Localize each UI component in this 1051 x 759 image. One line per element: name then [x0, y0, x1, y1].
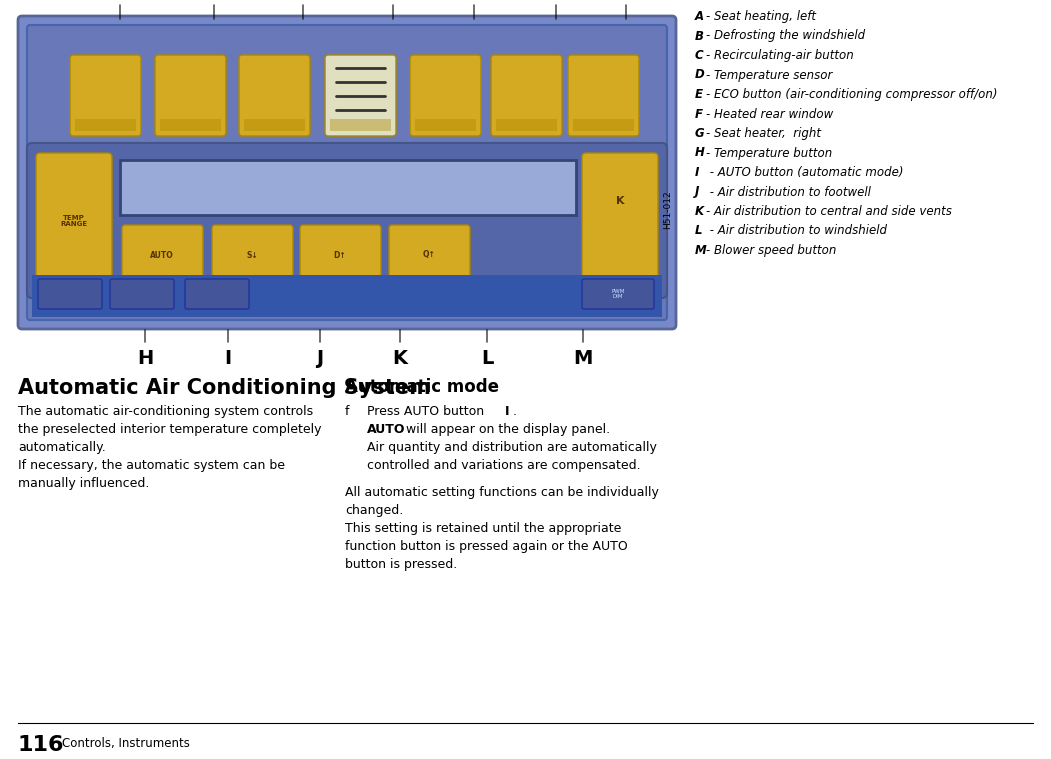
Text: B: B [695, 30, 704, 43]
Text: Q↑: Q↑ [423, 250, 435, 260]
Text: - Air distribution to central and side vents: - Air distribution to central and side v… [706, 205, 952, 218]
Text: I: I [225, 349, 231, 368]
Text: I: I [695, 166, 699, 179]
Text: Air quantity and distribution are automatically: Air quantity and distribution are automa… [367, 441, 657, 454]
Text: 116: 116 [18, 735, 64, 755]
Text: - Blower speed button: - Blower speed button [706, 244, 837, 257]
Text: changed.: changed. [345, 504, 404, 517]
FancyBboxPatch shape [330, 119, 391, 131]
FancyBboxPatch shape [582, 153, 658, 289]
FancyBboxPatch shape [36, 153, 112, 289]
Text: button is pressed.: button is pressed. [345, 558, 457, 571]
Text: controlled and variations are compensated.: controlled and variations are compensate… [367, 459, 641, 472]
Text: - AUTO button (automatic mode): - AUTO button (automatic mode) [706, 166, 904, 179]
FancyBboxPatch shape [122, 225, 203, 286]
Text: L: L [695, 225, 702, 238]
FancyBboxPatch shape [496, 119, 557, 131]
FancyBboxPatch shape [389, 225, 470, 286]
Text: - Temperature sensor: - Temperature sensor [706, 68, 832, 81]
Text: F: F [695, 108, 703, 121]
Text: E: E [695, 88, 703, 101]
FancyBboxPatch shape [415, 119, 476, 131]
Text: f: f [345, 405, 350, 418]
Text: L: L [480, 349, 493, 368]
Text: Automatic Air Conditioning System: Automatic Air Conditioning System [18, 378, 431, 398]
Text: K: K [695, 205, 704, 218]
Bar [32, 275, 662, 317]
Text: S↓: S↓ [246, 250, 257, 260]
Text: This setting is retained until the appropriate: This setting is retained until the appro… [345, 522, 621, 535]
FancyBboxPatch shape [212, 225, 293, 286]
Text: M: M [695, 244, 706, 257]
FancyBboxPatch shape [410, 55, 481, 136]
Text: I: I [504, 405, 510, 418]
FancyBboxPatch shape [27, 25, 667, 320]
FancyBboxPatch shape [582, 279, 654, 309]
Text: Controls, Instruments: Controls, Instruments [62, 737, 190, 750]
Text: - Recirculating-air button: - Recirculating-air button [706, 49, 853, 62]
FancyBboxPatch shape [185, 279, 249, 309]
FancyBboxPatch shape [325, 55, 396, 136]
Text: K: K [392, 349, 408, 368]
Text: - Seat heater,  right: - Seat heater, right [706, 127, 821, 140]
Text: the preselected interior temperature completely: the preselected interior temperature com… [18, 423, 322, 436]
Text: J: J [316, 349, 324, 368]
Text: Automatic mode: Automatic mode [345, 378, 499, 396]
Text: - Defrosting the windshield: - Defrosting the windshield [706, 30, 865, 43]
Text: H: H [695, 146, 705, 159]
FancyBboxPatch shape [568, 55, 639, 136]
Text: TEMP
RANGE: TEMP RANGE [61, 215, 87, 228]
FancyBboxPatch shape [27, 143, 667, 298]
FancyBboxPatch shape [573, 119, 634, 131]
Text: D: D [695, 68, 705, 81]
Text: G: G [695, 127, 704, 140]
Text: C: C [695, 49, 703, 62]
FancyBboxPatch shape [239, 55, 310, 136]
Text: - Heated rear window: - Heated rear window [706, 108, 833, 121]
Text: D↑: D↑ [333, 250, 347, 260]
Text: .: . [513, 405, 517, 418]
Text: M: M [573, 349, 593, 368]
Text: K: K [616, 196, 624, 206]
FancyBboxPatch shape [75, 119, 136, 131]
Text: manually influenced.: manually influenced. [18, 477, 149, 490]
Text: If necessary, the automatic system can be: If necessary, the automatic system can b… [18, 459, 285, 472]
FancyBboxPatch shape [18, 16, 676, 329]
FancyBboxPatch shape [160, 119, 221, 131]
Text: H: H [137, 349, 153, 368]
FancyBboxPatch shape [300, 225, 382, 286]
Text: AUTO: AUTO [150, 250, 173, 260]
FancyBboxPatch shape [154, 55, 226, 136]
Text: A: A [695, 10, 704, 23]
FancyBboxPatch shape [70, 55, 141, 136]
Text: - Air distribution to footwell: - Air distribution to footwell [706, 185, 871, 199]
FancyBboxPatch shape [491, 55, 562, 136]
Text: All automatic setting functions can be individually: All automatic setting functions can be i… [345, 486, 659, 499]
Text: AUTO: AUTO [367, 423, 406, 436]
FancyBboxPatch shape [120, 160, 576, 215]
Text: - Seat heating, left: - Seat heating, left [706, 10, 816, 23]
Text: automatically.: automatically. [18, 441, 106, 454]
Text: The automatic air-conditioning system controls: The automatic air-conditioning system co… [18, 405, 313, 418]
Text: Press AUTO button: Press AUTO button [367, 405, 488, 418]
FancyBboxPatch shape [38, 279, 102, 309]
Text: function button is pressed again or the AUTO: function button is pressed again or the … [345, 540, 627, 553]
Text: - ECO button (air-conditioning compressor off/on): - ECO button (air-conditioning compresso… [706, 88, 997, 101]
Text: J: J [695, 185, 699, 199]
FancyBboxPatch shape [110, 279, 174, 309]
Text: - Temperature button: - Temperature button [706, 146, 832, 159]
Text: PWM
DIM: PWM DIM [612, 288, 624, 299]
Text: will appear on the display panel.: will appear on the display panel. [401, 423, 611, 436]
FancyBboxPatch shape [244, 119, 305, 131]
Text: - Air distribution to windshield: - Air distribution to windshield [706, 225, 887, 238]
Text: H51-012: H51-012 [663, 191, 673, 229]
